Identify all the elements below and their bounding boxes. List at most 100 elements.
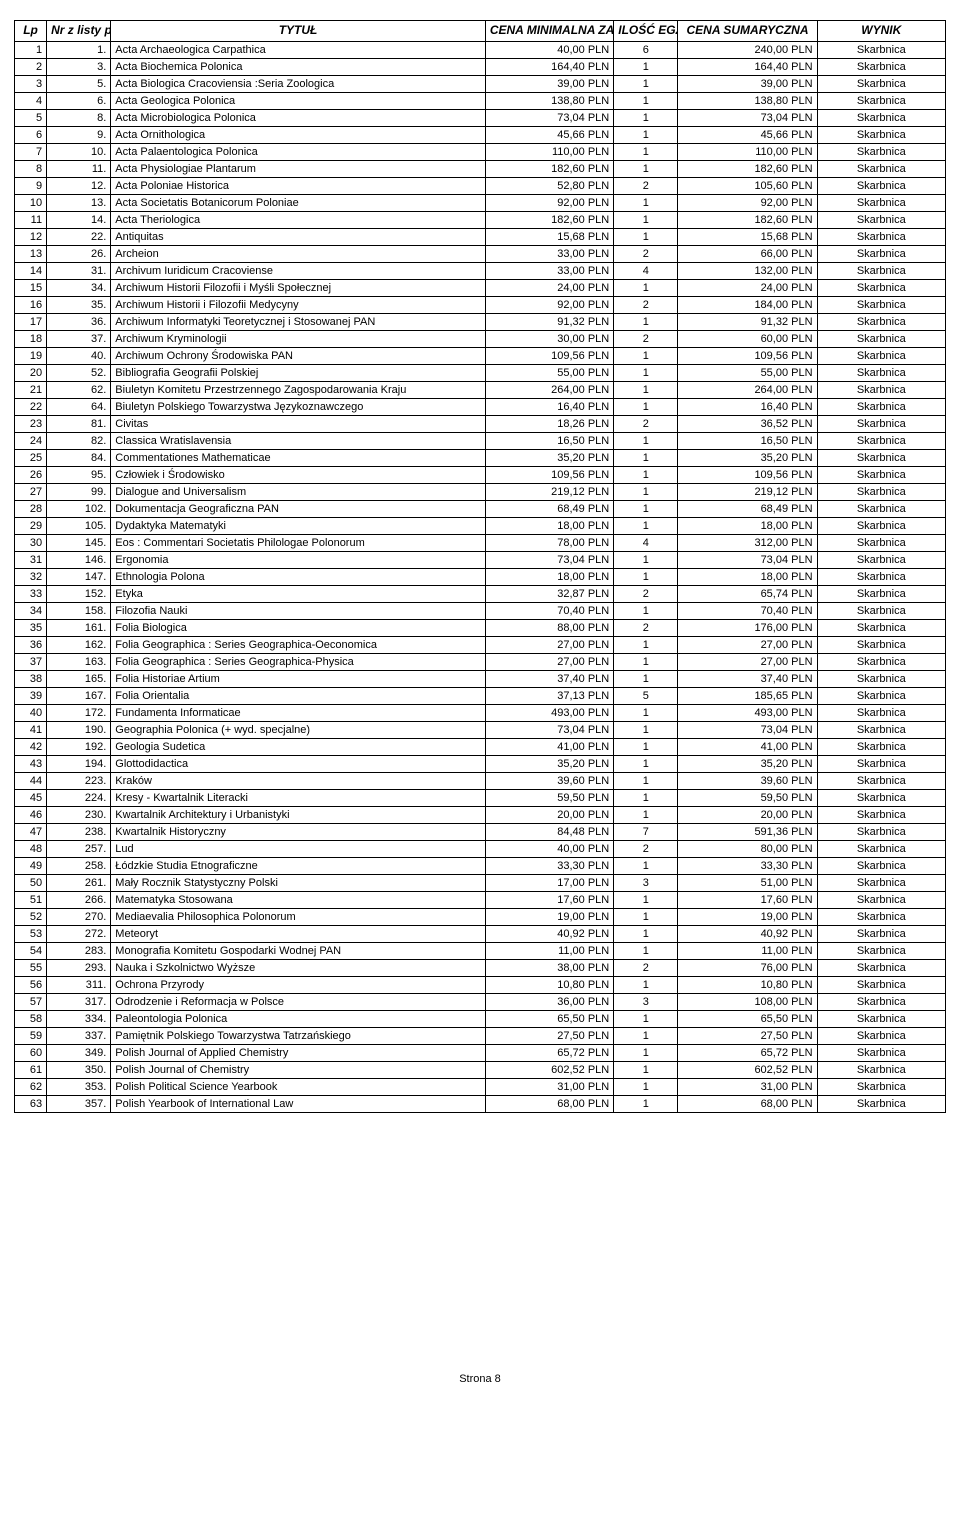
cell-title: Geologia Sudetica xyxy=(111,738,486,755)
cell-nr: 223. xyxy=(47,772,111,789)
cell-lp: 41 xyxy=(15,721,47,738)
cell-lp: 11 xyxy=(15,211,47,228)
cell-nr: 152. xyxy=(47,585,111,602)
cell-lp: 54 xyxy=(15,942,47,959)
cell-price: 11,00 PLN xyxy=(485,942,613,959)
cell-price: 84,48 PLN xyxy=(485,823,613,840)
cell-price: 138,80 PLN xyxy=(485,92,613,109)
cell-nr: 147. xyxy=(47,568,111,585)
cell-lp: 14 xyxy=(15,262,47,279)
cell-title: Folia Orientalia xyxy=(111,687,486,704)
table-row: 41190.Geographia Polonica (+ wyd. specja… xyxy=(15,721,946,738)
cell-sum: 18,00 PLN xyxy=(678,517,817,534)
table-row: 55293.Nauka i Szkolnictwo Wyższe38,00 PL… xyxy=(15,959,946,976)
cell-lp: 39 xyxy=(15,687,47,704)
cell-qty: 2 xyxy=(614,585,678,602)
cell-lp: 58 xyxy=(15,1010,47,1027)
cell-result: Skarbnica xyxy=(817,483,945,500)
cell-lp: 52 xyxy=(15,908,47,925)
cell-nr: 40. xyxy=(47,347,111,364)
cell-title: Matematyka Stosowana xyxy=(111,891,486,908)
cell-nr: 145. xyxy=(47,534,111,551)
cell-lp: 15 xyxy=(15,279,47,296)
cell-sum: 73,04 PLN xyxy=(678,721,817,738)
cell-sum: 219,12 PLN xyxy=(678,483,817,500)
table-row: 39167.Folia Orientalia37,13 PLN5185,65 P… xyxy=(15,687,946,704)
cell-qty: 1 xyxy=(614,75,678,92)
cell-lp: 25 xyxy=(15,449,47,466)
cell-result: Skarbnica xyxy=(817,551,945,568)
cell-result: Skarbnica xyxy=(817,789,945,806)
table-header-row: Lp Nr z listy przetarg. TYTUŁ CENA MINIM… xyxy=(15,21,946,42)
cell-lp: 21 xyxy=(15,381,47,398)
cell-lp: 51 xyxy=(15,891,47,908)
cell-lp: 23 xyxy=(15,415,47,432)
cell-result: Skarbnica xyxy=(817,653,945,670)
cell-title: Mały Rocznik Statystyczny Polski xyxy=(111,874,486,891)
cell-price: 18,00 PLN xyxy=(485,517,613,534)
cell-price: 27,00 PLN xyxy=(485,636,613,653)
table-row: 50261.Mały Rocznik Statystyczny Polski17… xyxy=(15,874,946,891)
cell-result: Skarbnica xyxy=(817,313,945,330)
cell-result: Skarbnica xyxy=(817,1061,945,1078)
cell-nr: 1. xyxy=(47,41,111,58)
cell-nr: 22. xyxy=(47,228,111,245)
cell-result: Skarbnica xyxy=(817,534,945,551)
cell-sum: 36,52 PLN xyxy=(678,415,817,432)
cell-result: Skarbnica xyxy=(817,1078,945,1095)
cell-result: Skarbnica xyxy=(817,41,945,58)
table-row: 44223.Kraków39,60 PLN139,60 PLNSkarbnica xyxy=(15,772,946,789)
table-row: 62353.Polish Political Science Yearbook3… xyxy=(15,1078,946,1095)
cell-sum: 55,00 PLN xyxy=(678,364,817,381)
cell-lp: 6 xyxy=(15,126,47,143)
cell-qty: 1 xyxy=(614,58,678,75)
cell-price: 55,00 PLN xyxy=(485,364,613,381)
cell-result: Skarbnica xyxy=(817,449,945,466)
cell-price: 30,00 PLN xyxy=(485,330,613,347)
cell-nr: 36. xyxy=(47,313,111,330)
cell-qty: 2 xyxy=(614,296,678,313)
cell-sum: 16,40 PLN xyxy=(678,398,817,415)
table-row: 45224.Kresy - Kwartalnik Literacki59,50 … xyxy=(15,789,946,806)
cell-sum: 59,50 PLN xyxy=(678,789,817,806)
cell-qty: 1 xyxy=(614,500,678,517)
cell-nr: 5. xyxy=(47,75,111,92)
cell-nr: 165. xyxy=(47,670,111,687)
cell-result: Skarbnica xyxy=(817,330,945,347)
cell-title: Dialogue and Universalism xyxy=(111,483,486,500)
cell-title: Filozofia Nauki xyxy=(111,602,486,619)
cell-sum: 182,60 PLN xyxy=(678,160,817,177)
cell-lp: 3 xyxy=(15,75,47,92)
cell-title: Archiwum Informatyki Teoretycznej i Stos… xyxy=(111,313,486,330)
cell-title: Lud xyxy=(111,840,486,857)
cell-lp: 42 xyxy=(15,738,47,755)
cell-result: Skarbnica xyxy=(817,1027,945,1044)
table-row: 710.Acta Palaentologica Polonica110,00 P… xyxy=(15,143,946,160)
cell-result: Skarbnica xyxy=(817,262,945,279)
table-row: 42192.Geologia Sudetica41,00 PLN141,00 P… xyxy=(15,738,946,755)
journal-table: Lp Nr z listy przetarg. TYTUŁ CENA MINIM… xyxy=(14,20,946,1113)
cell-title: Etyka xyxy=(111,585,486,602)
cell-lp: 46 xyxy=(15,806,47,823)
table-row: 32147.Ethnologia Polona18,00 PLN118,00 P… xyxy=(15,568,946,585)
cell-price: 27,00 PLN xyxy=(485,653,613,670)
cell-sum: 65,50 PLN xyxy=(678,1010,817,1027)
cell-lp: 1 xyxy=(15,41,47,58)
cell-sum: 493,00 PLN xyxy=(678,704,817,721)
cell-nr: 102. xyxy=(47,500,111,517)
cell-title: Acta Microbiologica Polonica xyxy=(111,109,486,126)
cell-title: Kwartalnik Architektury i Urbanistyki xyxy=(111,806,486,823)
cell-result: Skarbnica xyxy=(817,857,945,874)
cell-title: Fundamenta Informaticae xyxy=(111,704,486,721)
cell-price: 109,56 PLN xyxy=(485,466,613,483)
cell-qty: 1 xyxy=(614,398,678,415)
cell-sum: 35,20 PLN xyxy=(678,449,817,466)
cell-nr: 31. xyxy=(47,262,111,279)
cell-title: Polish Journal of Applied Chemistry xyxy=(111,1044,486,1061)
cell-price: 18,00 PLN xyxy=(485,568,613,585)
cell-title: Folia Geographica : Series Geographica-P… xyxy=(111,653,486,670)
cell-nr: 167. xyxy=(47,687,111,704)
cell-lp: 20 xyxy=(15,364,47,381)
cell-result: Skarbnica xyxy=(817,670,945,687)
cell-qty: 2 xyxy=(614,330,678,347)
